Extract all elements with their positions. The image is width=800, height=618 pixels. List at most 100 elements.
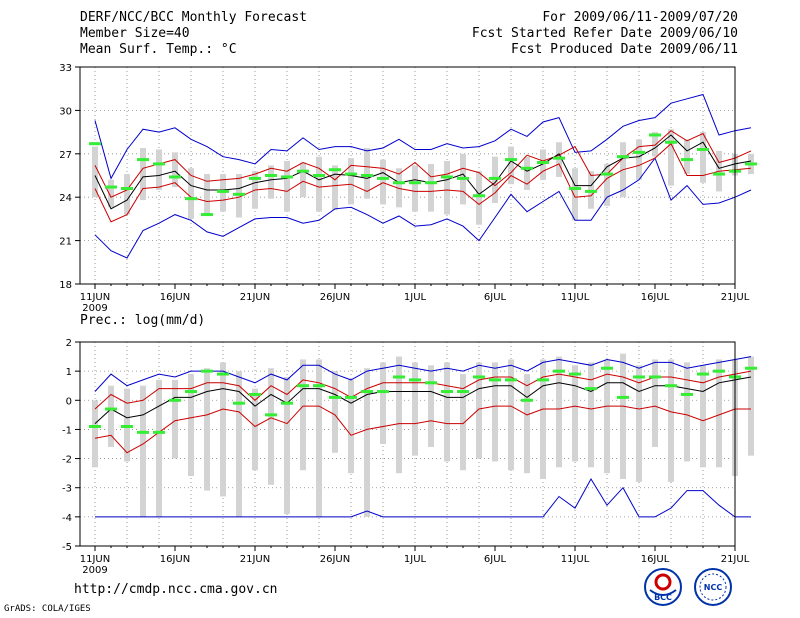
obs-marker bbox=[377, 390, 389, 394]
spread-box bbox=[364, 368, 370, 517]
spread-box bbox=[284, 376, 290, 514]
spread-box bbox=[396, 168, 402, 208]
spread-box bbox=[172, 379, 178, 459]
spread-box bbox=[396, 356, 402, 474]
forecast-produced-date: Fcst Produced Date 2009/06/11 bbox=[511, 42, 738, 57]
y-tick-label: 0 bbox=[66, 396, 72, 407]
spread-box bbox=[748, 356, 754, 456]
obs-marker bbox=[137, 430, 149, 434]
spread-box bbox=[428, 365, 434, 447]
obs-marker bbox=[665, 384, 677, 388]
spread-box bbox=[204, 174, 210, 215]
spread-box bbox=[684, 139, 690, 175]
spread-box bbox=[348, 158, 354, 205]
obs-marker bbox=[105, 407, 117, 411]
spread-box bbox=[700, 132, 706, 183]
spread-box bbox=[508, 359, 514, 471]
obs-marker bbox=[105, 185, 117, 189]
x-tick-label: 26JUN bbox=[320, 292, 350, 303]
obs-marker bbox=[473, 194, 485, 198]
obs-marker bbox=[169, 398, 181, 402]
obs-marker bbox=[409, 181, 421, 185]
spread-box bbox=[380, 362, 386, 444]
obs-marker bbox=[425, 181, 437, 185]
spread-box bbox=[508, 146, 514, 185]
spread-box bbox=[188, 168, 194, 219]
obs-marker bbox=[393, 181, 405, 185]
x-tick-label: 21JUL bbox=[721, 292, 750, 303]
obs-marker bbox=[345, 172, 357, 176]
y-tick-label: 24 bbox=[59, 193, 72, 204]
obs-marker bbox=[601, 172, 613, 176]
obs-marker bbox=[121, 187, 133, 191]
obs-marker bbox=[617, 155, 629, 159]
x-year-label: 2009 bbox=[82, 565, 107, 576]
spread-box bbox=[540, 359, 546, 479]
spread-box bbox=[92, 400, 98, 468]
source-url[interactable]: http://cmdp.ncc.cma.gov.cn bbox=[74, 582, 278, 597]
y-tick-label: -1 bbox=[62, 425, 72, 436]
x-tick-label: 21JUN bbox=[240, 554, 270, 565]
obs-marker bbox=[297, 169, 309, 173]
obs-marker bbox=[121, 425, 133, 429]
obs-marker bbox=[297, 384, 309, 388]
spread-box bbox=[348, 379, 354, 474]
spread-box bbox=[572, 168, 578, 221]
spread-box bbox=[124, 174, 130, 215]
obs-marker bbox=[473, 375, 485, 379]
obs-marker bbox=[329, 395, 341, 399]
obs-marker bbox=[569, 187, 581, 191]
obs-marker bbox=[521, 166, 533, 170]
spread-box bbox=[188, 374, 194, 477]
spread-box bbox=[300, 162, 306, 198]
x-tick-label: 16JUL bbox=[641, 292, 670, 303]
spread-box bbox=[524, 156, 530, 190]
obs-marker bbox=[265, 174, 277, 177]
obs-marker bbox=[585, 189, 597, 193]
obs-marker bbox=[633, 150, 645, 154]
spread-box bbox=[652, 132, 658, 157]
spread-box bbox=[92, 146, 98, 198]
obs-marker bbox=[649, 375, 661, 379]
obs-marker bbox=[553, 156, 565, 160]
spread-box bbox=[684, 362, 690, 462]
obs-marker bbox=[361, 390, 373, 394]
y-tick-label: 33 bbox=[59, 63, 72, 74]
spread-box bbox=[380, 159, 386, 205]
max-line bbox=[94, 93, 752, 180]
spread-box bbox=[652, 359, 658, 447]
y-tick-label: 30 bbox=[59, 106, 72, 117]
obs-marker bbox=[441, 175, 453, 179]
obs-marker bbox=[537, 160, 549, 164]
spread-box bbox=[300, 359, 306, 471]
spread-box bbox=[716, 359, 722, 468]
obs-marker bbox=[617, 395, 629, 399]
obs-marker bbox=[681, 158, 693, 162]
lower-line bbox=[94, 405, 751, 454]
obs-marker bbox=[521, 398, 533, 402]
spread-box bbox=[332, 371, 338, 453]
y-tick-label: -5 bbox=[62, 542, 72, 553]
obs-marker bbox=[249, 176, 261, 180]
spread-box bbox=[444, 161, 450, 215]
prec-variable-label: Prec.: log(mm/d) bbox=[80, 313, 205, 328]
x-tick-label: 11JUL bbox=[561, 554, 590, 565]
obs-marker bbox=[153, 162, 165, 166]
x-tick-label: 16JUL bbox=[641, 554, 670, 565]
spread-box bbox=[204, 368, 210, 491]
obs-marker bbox=[505, 378, 517, 382]
mean-line bbox=[94, 134, 752, 210]
spread-box bbox=[492, 362, 498, 462]
obs-marker bbox=[713, 369, 725, 373]
obs-marker bbox=[153, 430, 165, 434]
obs-marker bbox=[249, 392, 261, 396]
x-tick-label: 16JUN bbox=[160, 292, 190, 303]
obs-marker bbox=[745, 162, 757, 166]
obs-marker bbox=[89, 142, 101, 146]
spread-box bbox=[588, 362, 594, 468]
obs-marker bbox=[361, 174, 373, 177]
mean-line bbox=[94, 376, 752, 424]
x-tick-label: 21JUN bbox=[240, 292, 270, 303]
spread-box bbox=[476, 362, 482, 459]
